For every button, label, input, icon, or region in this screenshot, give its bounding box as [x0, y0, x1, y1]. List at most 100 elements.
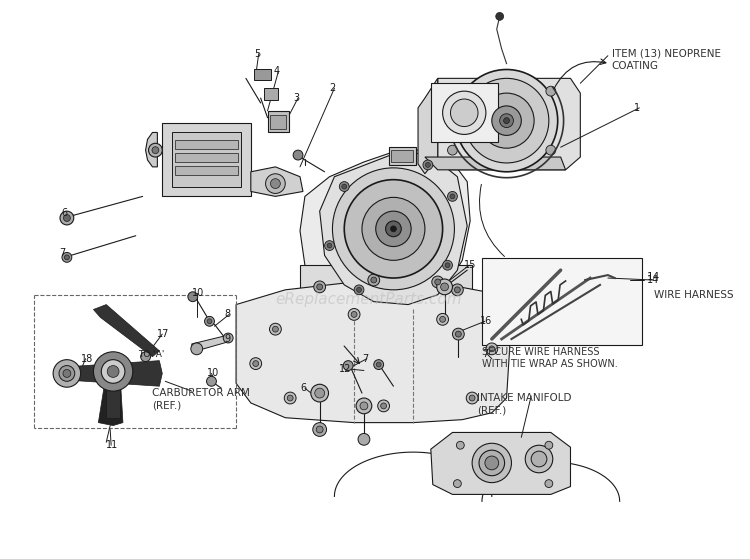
Circle shape	[344, 179, 442, 278]
Bar	[271, 115, 286, 129]
Text: INTAKE MANIFOLD
(REF.): INTAKE MANIFOLD (REF.)	[477, 393, 572, 415]
Circle shape	[152, 146, 159, 154]
Circle shape	[500, 114, 514, 127]
Circle shape	[432, 276, 443, 288]
Text: 1: 1	[634, 103, 640, 113]
Circle shape	[269, 323, 281, 335]
Circle shape	[253, 361, 259, 367]
Circle shape	[466, 392, 478, 404]
Circle shape	[287, 395, 293, 401]
Circle shape	[64, 255, 69, 260]
Circle shape	[492, 106, 521, 135]
Circle shape	[339, 182, 350, 192]
Circle shape	[442, 91, 486, 134]
Circle shape	[442, 260, 452, 270]
Text: 17: 17	[158, 329, 170, 339]
Circle shape	[310, 384, 328, 402]
Text: WIRE HARNESS: WIRE HARNESS	[654, 290, 734, 300]
Circle shape	[479, 93, 534, 148]
Circle shape	[266, 174, 285, 193]
Bar	[162, 122, 250, 196]
Circle shape	[452, 328, 464, 340]
Polygon shape	[94, 305, 159, 357]
Text: 6: 6	[61, 208, 67, 218]
Text: 15: 15	[464, 260, 477, 270]
Text: TO 'A': TO 'A'	[138, 350, 164, 359]
Circle shape	[546, 145, 556, 155]
Circle shape	[271, 179, 280, 188]
Text: 4: 4	[274, 67, 280, 77]
Circle shape	[455, 69, 558, 172]
Polygon shape	[236, 282, 512, 423]
Text: 7: 7	[362, 354, 368, 364]
Circle shape	[440, 316, 446, 323]
Text: 9: 9	[224, 334, 230, 344]
Text: 7: 7	[482, 349, 488, 359]
Circle shape	[327, 243, 332, 248]
Bar	[175, 166, 238, 175]
Circle shape	[441, 283, 448, 291]
Circle shape	[224, 333, 233, 343]
Bar	[482, 258, 642, 345]
Text: 6: 6	[300, 383, 306, 393]
Circle shape	[62, 253, 72, 262]
Circle shape	[368, 274, 380, 286]
Text: SECURE WIRE HARNESS
WITH TIE WRAP AS SHOWN.: SECURE WIRE HARNESS WITH TIE WRAP AS SHO…	[482, 347, 618, 369]
Circle shape	[464, 78, 549, 163]
Text: 3: 3	[293, 93, 299, 103]
Polygon shape	[98, 373, 123, 425]
Circle shape	[354, 285, 364, 295]
Polygon shape	[106, 373, 120, 418]
Circle shape	[64, 215, 70, 221]
Circle shape	[206, 376, 217, 386]
Circle shape	[63, 369, 70, 377]
Circle shape	[448, 86, 458, 96]
Text: 11: 11	[106, 440, 118, 450]
Circle shape	[489, 346, 495, 352]
Circle shape	[455, 331, 461, 337]
Circle shape	[423, 160, 433, 170]
Circle shape	[205, 316, 214, 326]
Bar	[430, 83, 498, 143]
Circle shape	[325, 240, 334, 250]
Text: eReplacementParts.com: eReplacementParts.com	[275, 292, 462, 307]
Circle shape	[360, 402, 368, 410]
Circle shape	[376, 362, 381, 367]
Text: 14: 14	[647, 272, 661, 282]
Circle shape	[272, 326, 278, 332]
Circle shape	[101, 359, 125, 383]
Polygon shape	[320, 150, 467, 305]
Circle shape	[316, 426, 323, 433]
Text: 10: 10	[206, 368, 219, 378]
Bar	[254, 69, 272, 80]
Polygon shape	[146, 132, 158, 167]
Polygon shape	[300, 150, 470, 314]
Circle shape	[450, 194, 455, 199]
Circle shape	[313, 423, 326, 437]
Circle shape	[351, 311, 357, 318]
Circle shape	[436, 314, 448, 325]
Bar	[175, 153, 238, 162]
Circle shape	[59, 366, 75, 381]
Polygon shape	[425, 157, 566, 170]
Bar	[175, 140, 238, 149]
Circle shape	[356, 398, 372, 414]
Circle shape	[486, 343, 498, 355]
Circle shape	[451, 99, 478, 126]
Text: 10: 10	[192, 288, 204, 298]
Circle shape	[448, 192, 458, 201]
Circle shape	[436, 279, 452, 295]
Circle shape	[425, 163, 430, 167]
Polygon shape	[438, 78, 580, 170]
Text: 2: 2	[329, 83, 336, 93]
Circle shape	[545, 441, 553, 449]
Circle shape	[546, 86, 556, 96]
Circle shape	[348, 309, 360, 320]
Text: 16: 16	[480, 316, 492, 326]
Polygon shape	[70, 361, 162, 386]
Text: 8: 8	[224, 310, 230, 319]
Circle shape	[386, 221, 401, 236]
Circle shape	[545, 480, 553, 487]
Circle shape	[60, 211, 74, 225]
Circle shape	[472, 443, 512, 482]
